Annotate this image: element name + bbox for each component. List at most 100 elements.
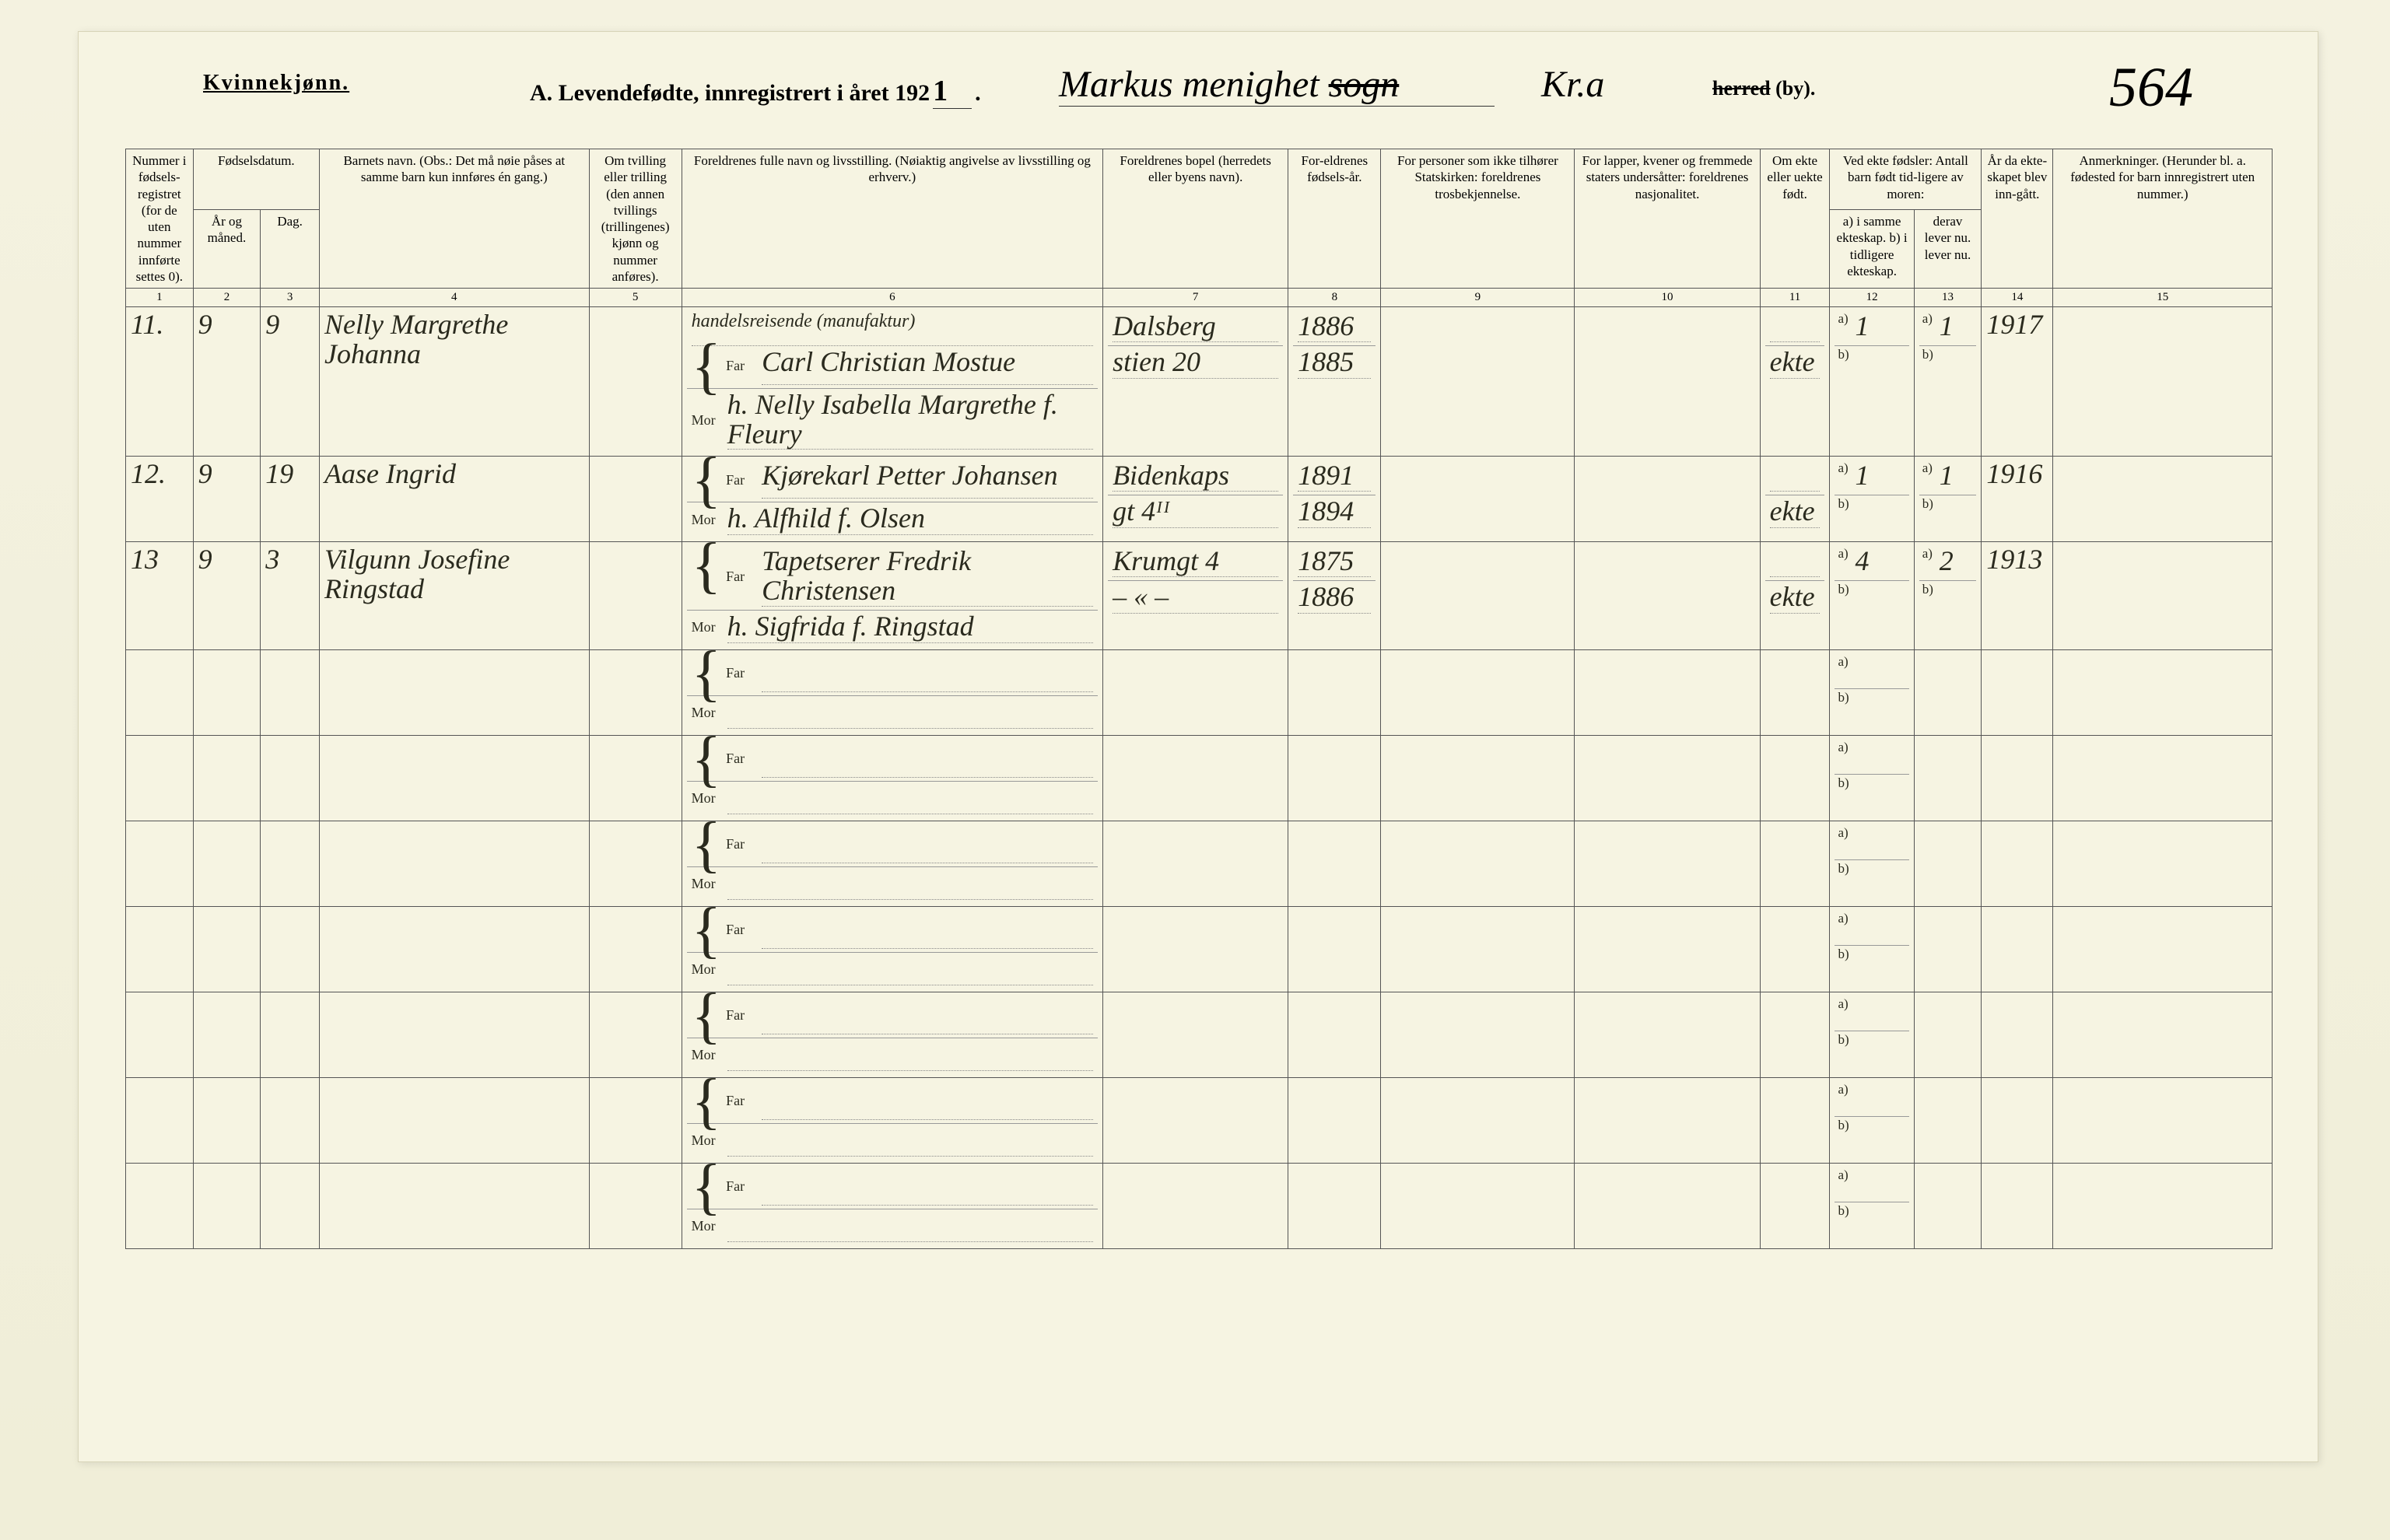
year-month: 9: [193, 306, 261, 457]
father-birthyear: 1875: [1298, 547, 1371, 577]
marriage-year: [1982, 735, 2053, 821]
ab-cell: a) b): [1830, 821, 1914, 906]
ab-cell: a)1 b): [1830, 306, 1914, 457]
entry-number: 13: [126, 542, 194, 650]
parents-cell: {Far Mor: [682, 821, 1102, 906]
a-label: a): [1838, 740, 1855, 772]
col-header-6: Foreldrenes fulle navn og livsstilling. …: [682, 149, 1102, 289]
entry-number: [126, 992, 194, 1077]
mother-name: [727, 783, 1093, 814]
ekte-blank: [1770, 312, 1821, 342]
parish-name: Markus menighet: [1059, 64, 1319, 105]
day: [261, 649, 320, 735]
col-num: 14: [1982, 289, 2053, 307]
entry-number: [126, 821, 194, 906]
ekte: [1760, 735, 1830, 821]
nationality: [1575, 906, 1760, 992]
a-label: a): [1838, 547, 1855, 579]
nationality: [1575, 1163, 1760, 1248]
ab-cell: a)4 b): [1830, 542, 1914, 650]
father-name: [762, 912, 1093, 949]
far-label: Far: [726, 837, 762, 852]
entry-number: [126, 906, 194, 992]
birthyears: [1288, 992, 1381, 1077]
col-num: 8: [1288, 289, 1381, 307]
year-field: 1: [933, 74, 972, 109]
mother-birthyear: 1886: [1298, 583, 1371, 614]
nationality: [1575, 457, 1760, 542]
parents-cell: {Far Mor: [682, 992, 1102, 1077]
remarks: [2053, 821, 2273, 906]
twoline-cell: Bidenkaps gt 4ᴵᴵ: [1103, 457, 1288, 542]
mor-label: Mor: [692, 791, 727, 806]
twoline-cell: Krumgt 4 – « –: [1103, 542, 1288, 650]
entry-number: [126, 1163, 194, 1248]
b-label: b): [1838, 691, 1855, 723]
day: [261, 992, 320, 1077]
gender-heading: Kvinnekjønn.: [203, 71, 349, 96]
remarks: [2053, 542, 2273, 650]
b-value: [1855, 947, 1905, 980]
ab-cell: a) b): [1830, 906, 1914, 992]
year-month: [193, 1163, 261, 1248]
table-row-blank: {Far Mor a) b): [126, 906, 2273, 992]
a-label: a): [1838, 826, 1855, 858]
child-name: Aase Ingrid: [320, 457, 590, 542]
birthyears: [1288, 735, 1381, 821]
remarks: [2053, 457, 2273, 542]
col-header-4: Barnets navn. (Obs.: Det må nøie påses a…: [320, 149, 590, 289]
father-name: [762, 1083, 1093, 1120]
child-name: [320, 906, 590, 992]
table-row-blank: {Far Mor a) b): [126, 649, 2273, 735]
father-occupation: handelsreisende (manufaktur): [692, 312, 1093, 346]
twoline-cell: 1875 1886: [1288, 542, 1381, 650]
entry-number: 12.: [126, 457, 194, 542]
remarks: [2053, 906, 2273, 992]
b-value: [1855, 691, 1905, 723]
a13: [1914, 821, 1982, 906]
col-header-3: Dag.: [261, 210, 320, 289]
ekte: [1760, 821, 1830, 906]
a13: [1914, 992, 1982, 1077]
religion: [1381, 1077, 1575, 1163]
birthyears: [1288, 1163, 1381, 1248]
col-num: 15: [2053, 289, 2273, 307]
a-label: a): [1838, 997, 1855, 1029]
birthyears: [1288, 821, 1381, 906]
father-name: [762, 997, 1093, 1034]
far-label: Far: [726, 1179, 762, 1194]
col-num: 10: [1575, 289, 1760, 307]
marriage-year: [1982, 1077, 2053, 1163]
religion: [1381, 542, 1575, 650]
mor-label: Mor: [692, 620, 727, 635]
ekte-blank: [1770, 461, 1821, 492]
col-header-2-top: Fødselsdatum.: [193, 149, 319, 210]
father-birthyear: 1886: [1298, 312, 1371, 342]
a-value: [1855, 997, 1905, 1029]
col-header-11: Om ekte eller uekte født.: [1760, 149, 1830, 289]
b-value: [1855, 776, 1905, 809]
twoline-cell: 1886 1885: [1288, 306, 1381, 457]
nationality: [1575, 735, 1760, 821]
a-value: [1855, 826, 1905, 858]
ab-cell: a)1 b): [1830, 457, 1914, 542]
b-value: [1940, 583, 1974, 615]
twin-info: [589, 1077, 682, 1163]
child-name: [320, 992, 590, 1077]
ekte: [1760, 1077, 1830, 1163]
residence: [1103, 1163, 1288, 1248]
residence: [1103, 735, 1288, 821]
col-header-1: Nummer i fødsels-registret (for de uten …: [126, 149, 194, 289]
year-month: [193, 649, 261, 735]
entry-number: 11.: [126, 306, 194, 457]
child-name: Vilgunn Josefine Ringstad: [320, 542, 590, 650]
birthyears: [1288, 906, 1381, 992]
a-value: [1855, 1083, 1905, 1115]
father-name: [762, 826, 1093, 863]
b-label: b): [1838, 1204, 1855, 1237]
father-name: [762, 1168, 1093, 1206]
day: [261, 906, 320, 992]
a-value: 1: [1940, 461, 1974, 493]
a-value: [1855, 1168, 1905, 1200]
ekte-value: ekte: [1770, 348, 1821, 379]
